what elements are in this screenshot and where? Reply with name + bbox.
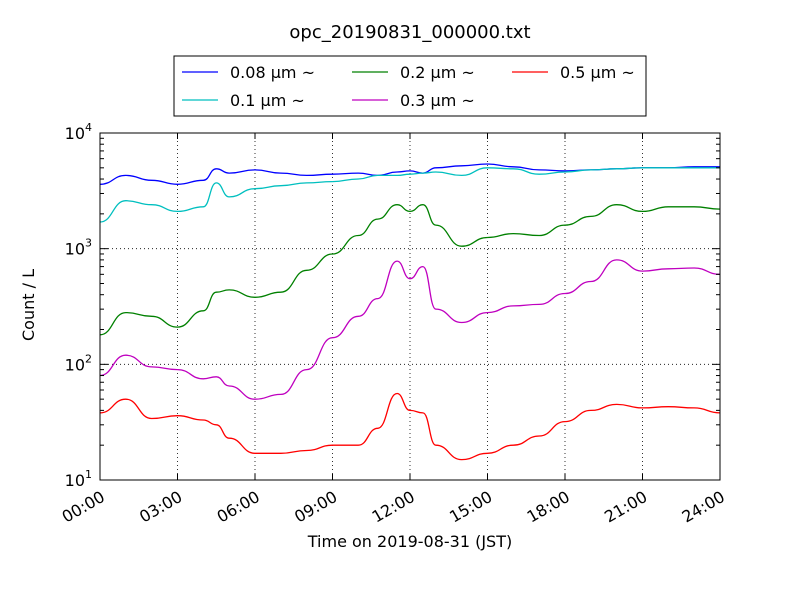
- x-tick-label: 09:00: [291, 487, 340, 527]
- y-axis-label: Count / L: [19, 269, 38, 341]
- series-line: [99, 167, 720, 223]
- grid-lines: [100, 133, 720, 480]
- legend-label: 0.5 μm ~: [560, 63, 635, 82]
- x-tick-label: 18:00: [524, 487, 573, 527]
- y-tick-label: 103: [65, 237, 92, 259]
- legend-box: [173, 55, 647, 117]
- legend: 0.08 μm ~ 0.1 μm ~ 0.2 μm ~ 0.3 μm ~ 0.5 μm …: [173, 55, 647, 117]
- x-tick-label: 24:00: [679, 487, 728, 527]
- axis-ticks: 00:00 03:00 06:00 09:00 12:00 15:00 18:00 21:00…: [59, 121, 728, 527]
- x-tick-label: 06:00: [214, 487, 263, 527]
- x-tick-label: 12:00: [369, 487, 418, 527]
- x-axis-label: Time on 2019-08-31 (JST): [307, 532, 512, 551]
- series-line: [99, 259, 721, 400]
- legend-label: 0.2 μm ~: [400, 63, 475, 82]
- x-tick-label: 00:00: [59, 487, 108, 527]
- x-tick-label: 03:00: [136, 487, 185, 527]
- x-tick-label: 21:00: [601, 487, 650, 527]
- legend-label: 0.3 μm ~: [400, 91, 475, 110]
- x-tick-label: 15:00: [446, 487, 495, 527]
- series-lines: [99, 163, 721, 461]
- series-line: [99, 204, 721, 336]
- y-tick-label: 104: [65, 121, 92, 143]
- y-tick-label: 102: [65, 352, 92, 374]
- chart-title: opc_20190831_000000.txt: [289, 22, 530, 43]
- legend-label: 0.08 μm ~: [230, 63, 315, 82]
- legend-label: 0.1 μm ~: [230, 91, 305, 110]
- y-tick-label: 101: [65, 468, 92, 490]
- series-line: [99, 392, 721, 461]
